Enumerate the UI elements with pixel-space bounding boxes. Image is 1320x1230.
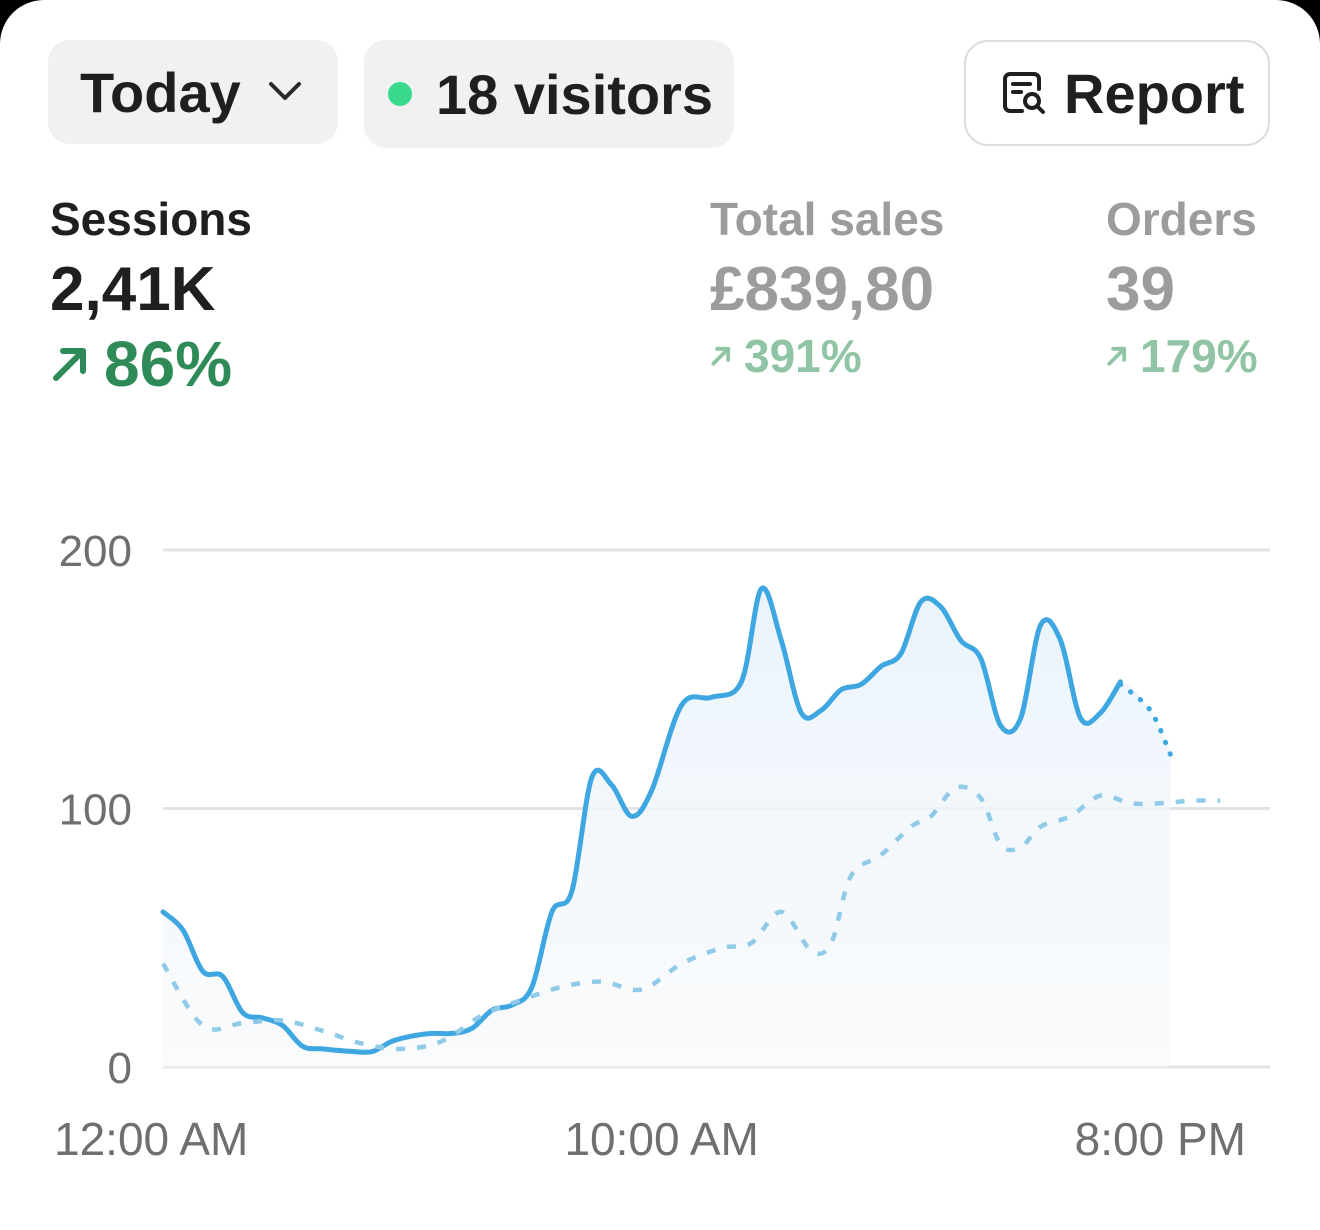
metric-label: Orders <box>1106 193 1257 245</box>
metric-sessions[interactable]: Sessions 2,41K 86% <box>50 192 252 401</box>
metric-value: 2,41K <box>50 255 216 324</box>
comparison-line <box>161 784 1221 1052</box>
x-tick-label: 8:00 PM <box>1075 1113 1246 1165</box>
sessions-area-fill <box>163 587 1171 1067</box>
arrow-up-right-icon <box>53 348 86 381</box>
metric-change: 86% <box>50 327 252 401</box>
x-tick-label: 10:00 AM <box>564 1113 758 1165</box>
y-tick-label: 100 <box>59 786 132 835</box>
live-visitors-badge[interactable]: 18 visitors <box>364 40 734 148</box>
metric-change: 179% <box>1106 329 1258 383</box>
y-tick-label: 0 <box>108 1044 132 1093</box>
live-status-dot <box>388 82 412 106</box>
metric-value: 39 <box>1106 255 1175 324</box>
visitors-count: 18 visitors <box>436 62 714 126</box>
sessions-line-chart: 200 100 0 12:00 AM 10:00 AM 8:00 PM <box>54 527 1270 1165</box>
date-range-dropdown[interactable]: Today <box>48 40 338 144</box>
arrow-up-right-icon <box>711 346 731 366</box>
report-label: Report <box>1064 61 1245 125</box>
date-range-label: Today <box>80 60 241 124</box>
metric-change-value: 179% <box>1140 330 1258 382</box>
sessions-line <box>160 585 1123 1055</box>
sessions-projection-line <box>1117 681 1173 757</box>
y-tick-label: 200 <box>59 527 132 576</box>
metric-change-value: 86% <box>104 328 233 400</box>
report-search-icon <box>1003 72 1045 114</box>
arrow-up-right-icon <box>1107 346 1127 366</box>
chevron-down-icon <box>269 82 301 100</box>
metric-orders[interactable]: Orders 39 179% <box>1106 192 1258 383</box>
x-tick-label: 12:00 AM <box>54 1113 248 1165</box>
metric-label: Sessions <box>50 193 252 245</box>
metric-change-value: 391% <box>744 330 862 382</box>
metric-value: £839,80 <box>710 255 935 324</box>
metric-label: Total sales <box>710 193 945 245</box>
report-button[interactable]: Report <box>964 40 1270 146</box>
metric-change: 391% <box>710 329 944 383</box>
metric-total-sales[interactable]: Total sales £839,80 391% <box>710 192 944 383</box>
